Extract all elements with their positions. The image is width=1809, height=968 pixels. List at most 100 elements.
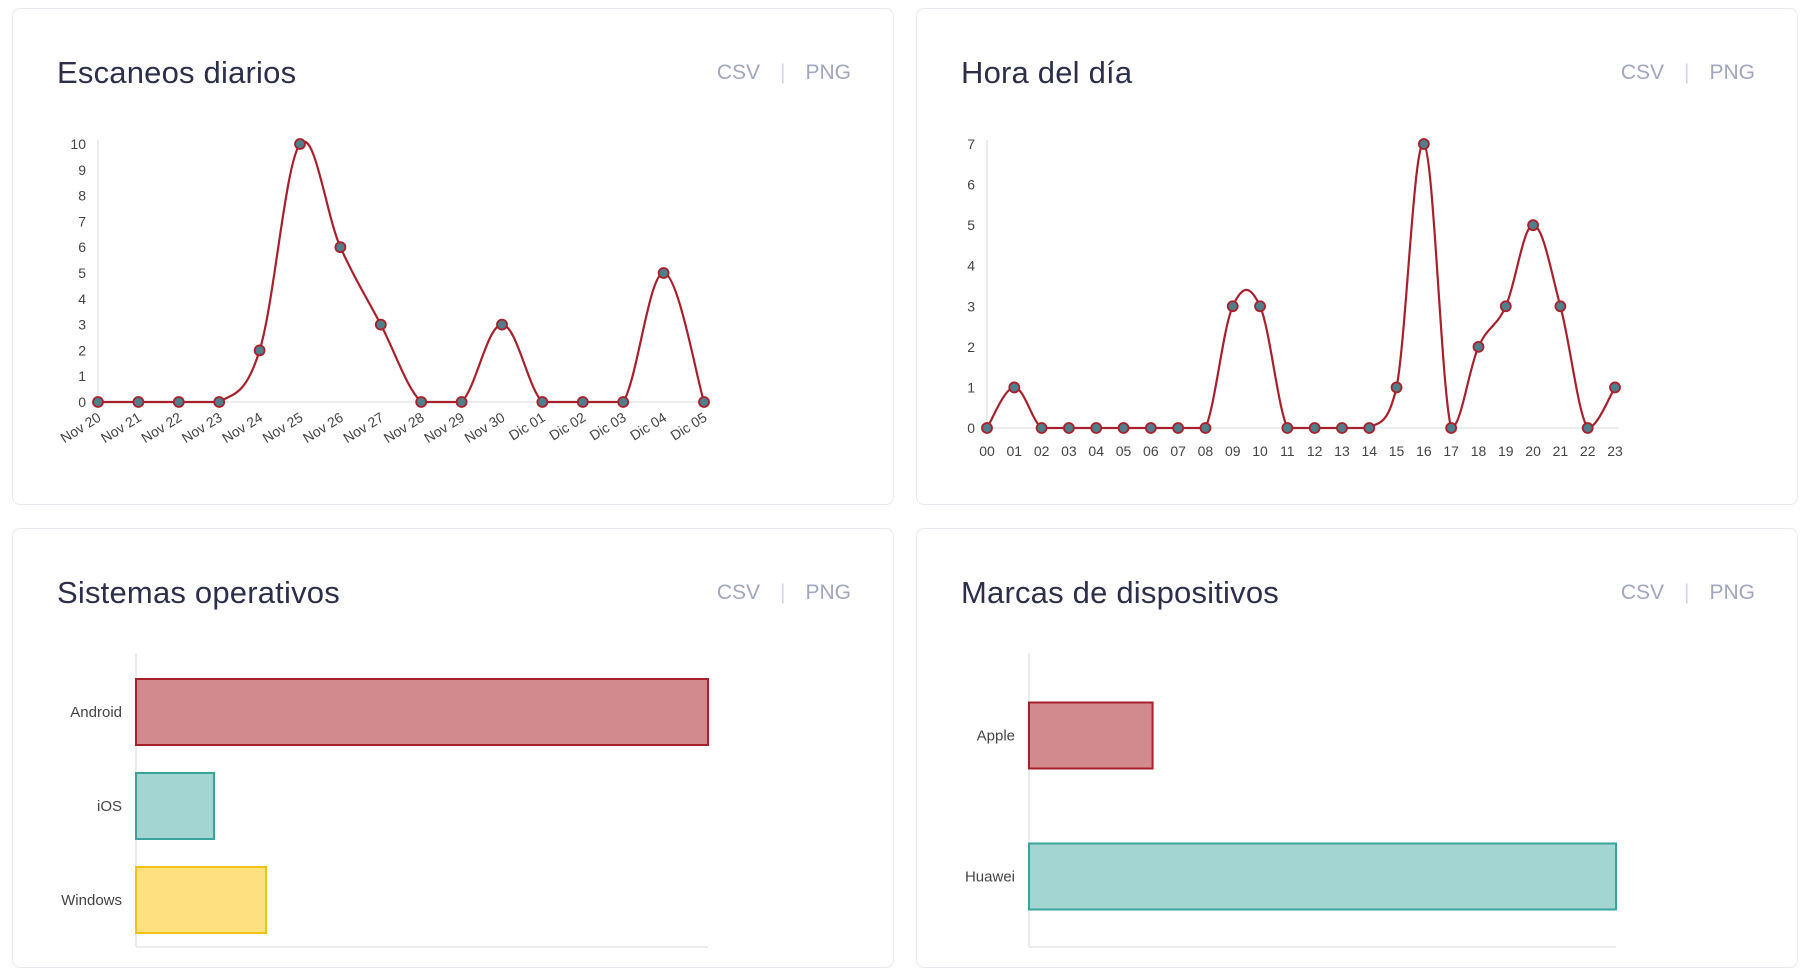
data-point	[698, 396, 710, 408]
data-point	[496, 318, 508, 331]
png-export-link[interactable]: PNG	[1709, 581, 1755, 604]
card-title: Escaneos diarios	[57, 55, 297, 90]
x-tick-label: 20	[1525, 443, 1541, 459]
data-point	[172, 396, 185, 408]
data-point	[536, 396, 549, 408]
png-export-link[interactable]: PNG	[805, 61, 851, 84]
x-tick-label: 07	[1170, 443, 1186, 459]
data-point	[1445, 422, 1458, 434]
data-point	[1117, 422, 1130, 434]
daily-scans-card: Escaneos diarios CSV | PNG 0 1 2 3 4 5 6 7 8 9 10 Nov…	[12, 8, 894, 505]
data-point	[1308, 422, 1321, 434]
data-point	[294, 138, 306, 150]
x-tick-label: Nov 30	[461, 409, 507, 446]
x-tick-label: Nov 20	[57, 409, 103, 446]
csv-export-link[interactable]: CSV	[716, 581, 761, 604]
x-tick-label: Dic 05	[667, 409, 709, 444]
csv-export-link[interactable]: CSV	[1620, 61, 1665, 84]
x-tick-label: Dic 02	[546, 409, 588, 444]
y-tick-label: 10	[70, 136, 86, 152]
separator: |	[780, 581, 786, 604]
y-tick-label: 6	[78, 239, 86, 255]
data-point	[1063, 422, 1075, 434]
bar	[1028, 842, 1617, 911]
x-tick-label: 05	[1116, 443, 1132, 459]
y-tick-label: 0	[967, 420, 975, 436]
data-point	[455, 396, 468, 408]
data-point	[213, 396, 226, 408]
hour-of-day-card: Hora del día CSV | PNG 0 1 2 3 4 5 6 7 00 01 02 03 04 0…	[916, 8, 1798, 505]
data-point	[981, 422, 993, 434]
x-tick-label: Dic 03	[587, 409, 629, 444]
y-tick-label: 6	[967, 177, 975, 193]
x-tick-label: 18	[1471, 443, 1487, 459]
y-tick-label: 9	[78, 162, 86, 178]
category-label: iOS	[97, 798, 122, 815]
separator: |	[780, 61, 786, 84]
export-actions: CSV | PNG	[1621, 581, 1755, 605]
x-tick-label: 17	[1443, 443, 1459, 459]
card-title: Sistemas operativos	[57, 575, 340, 610]
data-point	[253, 344, 266, 357]
data-point	[92, 396, 104, 408]
data-point	[132, 396, 145, 408]
csv-export-link[interactable]: CSV	[716, 61, 761, 84]
bar	[135, 678, 709, 746]
export-actions: CSV | PNG	[1621, 61, 1755, 85]
y-tick-label: 3	[967, 298, 975, 314]
bar	[135, 772, 215, 840]
export-actions: CSV | PNG	[717, 581, 851, 605]
x-tick-label: 16	[1416, 443, 1432, 459]
x-tick-label: Nov 29	[421, 409, 467, 446]
data-point	[415, 396, 428, 408]
png-export-link[interactable]: PNG	[805, 581, 851, 604]
y-tick-label: 8	[78, 188, 86, 204]
category-label: Windows	[61, 892, 122, 909]
x-tick-label: Dic 04	[627, 409, 669, 444]
data-point	[1581, 422, 1594, 434]
data-point	[1035, 422, 1048, 434]
x-tick-label: 09	[1225, 443, 1241, 459]
bar	[1028, 701, 1154, 770]
y-tick-label: 7	[78, 213, 86, 229]
data-point	[576, 396, 589, 408]
data-point	[1390, 381, 1403, 394]
bar	[135, 866, 267, 934]
data-point	[617, 396, 630, 408]
data-point	[657, 267, 670, 279]
data-point	[1363, 422, 1376, 434]
data-point	[1226, 300, 1239, 313]
y-tick-label: 4	[967, 258, 975, 274]
csv-export-link[interactable]: CSV	[1620, 581, 1665, 604]
x-tick-label: 03	[1061, 443, 1077, 459]
y-tick-label: 5	[78, 265, 86, 281]
operating-systems-bar-chart: Android iOS Windows	[61, 653, 709, 948]
x-tick-label: Nov 26	[300, 409, 346, 446]
separator: |	[1684, 581, 1690, 604]
x-tick-label: 14	[1361, 443, 1377, 459]
device-brands-card: Marcas de dispositivos CSV | PNG Apple Huaw…	[916, 528, 1798, 968]
x-tick-label: Nov 23	[179, 409, 225, 446]
data-point	[1144, 422, 1157, 434]
y-tick-label: 2	[78, 342, 86, 358]
x-tick-label: Nov 28	[381, 409, 427, 446]
series-line	[986, 142, 1616, 430]
x-tick-label: Dic 01	[506, 409, 548, 444]
data-point	[334, 241, 347, 254]
x-tick-label: 02	[1034, 443, 1050, 459]
x-tick-label: Nov 27	[340, 409, 386, 446]
x-tick-label: 23	[1607, 443, 1623, 459]
x-tick-label: 04	[1088, 443, 1104, 459]
device-brands-bar-chart: Apple Huawei	[965, 653, 1617, 948]
x-tick-label: 10	[1252, 443, 1268, 459]
data-point	[1172, 422, 1185, 434]
data-point	[1554, 300, 1567, 313]
x-tick-label: 11	[1280, 443, 1295, 459]
data-point	[1417, 138, 1430, 150]
y-tick-label: 7	[967, 136, 975, 152]
x-tick-label: Nov 25	[259, 409, 305, 446]
png-export-link[interactable]: PNG	[1709, 61, 1755, 84]
y-tick-label: 4	[78, 291, 86, 307]
